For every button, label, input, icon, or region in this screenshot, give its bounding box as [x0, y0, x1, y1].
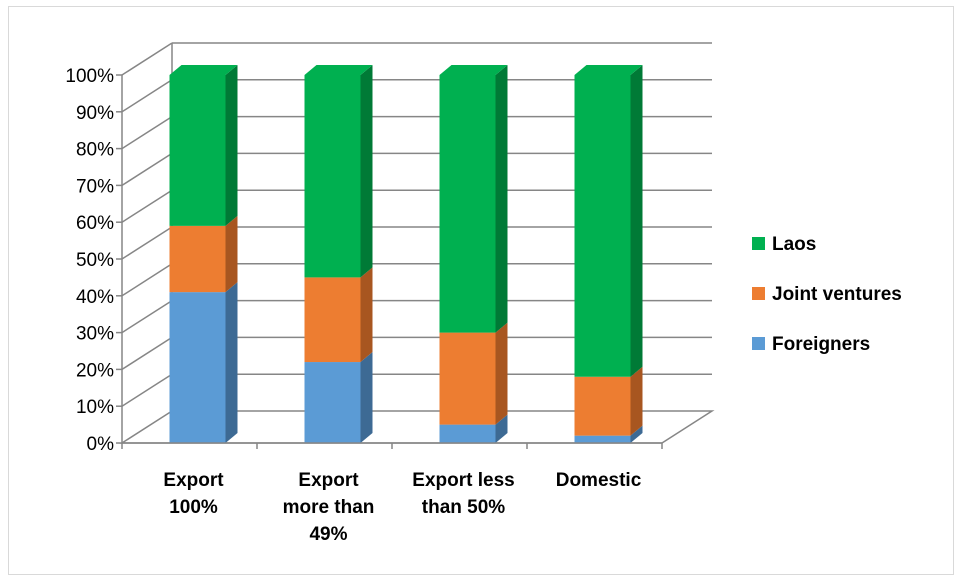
x-category-label: Export more than 49%	[283, 470, 375, 545]
side-gridline	[121, 152, 173, 187]
bar-segment-laos-top	[304, 65, 373, 75]
y-tick-label: 30%	[76, 324, 114, 345]
bar-segment-foreigners	[574, 435, 631, 443]
legend-label: Foreigners	[772, 334, 870, 355]
x-category-labels: Export 100% Export more than 49% Export less t…	[163, 470, 641, 545]
legend-item-laos: Laos	[752, 234, 816, 255]
bar-segment-laos-top	[169, 65, 238, 75]
bar-stack	[439, 65, 508, 443]
y-tick-label: 10%	[76, 397, 114, 418]
bar-segment-joint-ventures-side	[630, 366, 643, 436]
bars	[169, 65, 643, 443]
bar-segment-laos	[439, 75, 496, 333]
x-category-label: Domestic	[556, 470, 642, 491]
bar-segment-laos-side	[225, 65, 238, 226]
side-gridline	[121, 189, 173, 223]
legend-swatch	[752, 337, 765, 350]
bar-segment-foreigners-side	[360, 352, 373, 443]
bar-segment-foreigners-side	[630, 425, 643, 443]
y-tick-label: 40%	[76, 287, 114, 308]
bar-segment-laos-side	[630, 65, 643, 377]
bar-segment-laos-side	[495, 65, 508, 333]
y-tick-label: 0%	[87, 434, 115, 455]
legend-item-foreigners: Foreigners	[752, 334, 870, 355]
bar-stack	[574, 65, 643, 443]
bar-segment-joint-ventures	[574, 376, 631, 436]
bar-segment-laos	[574, 75, 631, 377]
bar-segment-laos	[169, 75, 226, 226]
side-gridline	[121, 79, 173, 113]
bar-segment-joint-ventures	[304, 277, 361, 363]
bar-stack	[169, 65, 238, 443]
bar-segment-joint-ventures-side	[360, 267, 373, 363]
legend-label: Joint ventures	[772, 284, 902, 305]
bar-segment-foreigners-side	[495, 414, 508, 443]
bar-segment-joint-ventures-side	[495, 322, 508, 425]
bar-segment-foreigners	[439, 424, 496, 443]
side-gridline	[121, 115, 173, 150]
bar-segment-foreigners-side	[225, 282, 238, 443]
y-tick-label: 70%	[76, 176, 114, 197]
side-gridline	[121, 299, 173, 334]
bar-stack	[304, 65, 373, 443]
bar-segment-foreigners	[304, 362, 361, 443]
x-category-label: Export less than 50%	[412, 470, 514, 518]
x-category-label: Export 100%	[163, 470, 224, 518]
legend-swatch	[752, 287, 765, 300]
bar-segment-joint-ventures	[169, 225, 226, 293]
side-gridline	[121, 336, 173, 371]
y-tick-label: 60%	[76, 213, 114, 234]
bar-segment-laos-top	[574, 65, 643, 75]
side-gridline	[121, 42, 173, 76]
side-gridline	[121, 226, 173, 260]
bar-segment-joint-ventures	[439, 332, 496, 425]
y-tick-label: 100%	[65, 66, 114, 87]
y-tick-label: 50%	[76, 250, 114, 271]
bar-segment-laos-top	[439, 65, 508, 75]
bar-segment-laos-side	[360, 65, 373, 278]
bar-segment-laos	[304, 75, 361, 278]
axes	[116, 74, 663, 449]
legend-swatch	[752, 237, 765, 250]
bar-segment-foreigners	[169, 292, 226, 443]
y-tick-label: 80%	[76, 140, 114, 161]
legend-label: Laos	[772, 234, 816, 255]
side-gridline	[121, 263, 173, 297]
y-tick-label: 20%	[76, 360, 114, 381]
side-gridline	[121, 373, 173, 407]
y-tick-labels: 0% 10% 20% 30% 40% 50% 60% 70% 80% 90% 100%	[65, 66, 114, 455]
legend-item-joint-ventures: Joint ventures	[752, 284, 902, 305]
y-tick-label: 90%	[76, 103, 114, 124]
legend: Laos Joint ventures Foreigners	[752, 234, 902, 355]
bar-segment-joint-ventures-side	[225, 215, 238, 293]
